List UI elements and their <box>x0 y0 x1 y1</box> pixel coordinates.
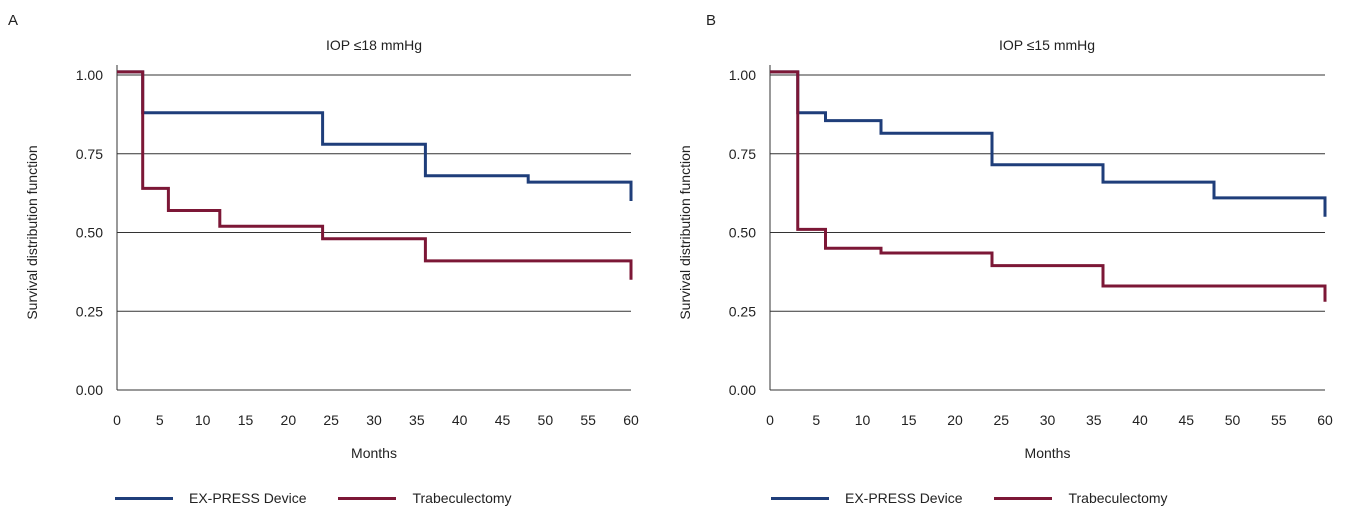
x-tick-label: 30 <box>1040 412 1056 428</box>
chart-title: IOP ≤18 mmHg <box>326 37 422 53</box>
y-tick-label: 0.25 <box>76 303 103 319</box>
x-tick-label: 25 <box>993 412 1009 428</box>
legend-swatch-express <box>771 496 829 500</box>
y-tick-label: 0.25 <box>729 303 756 319</box>
legend-item-express: EX-PRESS Device <box>771 490 962 506</box>
y-tick-label: 1.00 <box>729 67 756 83</box>
legend-swatch-trabeculectomy <box>338 496 397 500</box>
x-tick-label: 35 <box>1086 412 1102 428</box>
x-tick-label: 15 <box>901 412 917 428</box>
x-tick-label: 15 <box>238 412 254 428</box>
x-tick-label: 45 <box>1178 412 1194 428</box>
x-tick-label: 10 <box>855 412 871 428</box>
legend-swatch-trabeculectomy <box>994 496 1053 500</box>
series-line-express <box>770 70 1327 217</box>
panel-label: A <box>8 12 19 29</box>
legend-item-express: EX-PRESS Device <box>115 490 306 506</box>
x-tick-label: 30 <box>366 412 382 428</box>
panel-label: B <box>706 12 717 29</box>
chart-panel-a: A IOP ≤18 mmHg 0.00 0.25 0.50 0.75 1.00 0 5 10 15… <box>8 12 639 506</box>
x-axis-title: Months <box>351 445 397 461</box>
series-line-express <box>117 70 633 201</box>
x-tick-label: 50 <box>1225 412 1241 428</box>
legend-label-trabeculectomy: Trabeculectomy <box>1068 490 1168 506</box>
y-tick-label: 0.00 <box>729 382 756 398</box>
chart-svg-a: IOP ≤18 mmHg 0.00 0.25 0.50 0.75 1.00 0 5 10 15 20… <box>24 37 639 461</box>
chart-panel-b: B IOP ≤15 mmHg 0.00 0.25 0.50 0.75 1.00 0 5 10 15… <box>675 0 1349 511</box>
x-tick-label: 20 <box>947 412 963 428</box>
series-line-trabeculectomy <box>770 70 1327 302</box>
x-tick-label: 40 <box>1132 412 1148 428</box>
x-tick-label: 20 <box>281 412 297 428</box>
x-axis-title: Months <box>1025 445 1071 461</box>
x-tick-label: 10 <box>195 412 211 428</box>
legend-label-express: EX-PRESS Device <box>845 490 963 506</box>
legend-label-trabeculectomy: Trabeculectomy <box>412 490 512 506</box>
legend-item-trabeculectomy: Trabeculectomy <box>994 490 1168 506</box>
x-tick-label: 0 <box>113 412 121 428</box>
y-tick-label: 0.75 <box>76 146 103 162</box>
x-tick-label: 0 <box>766 412 774 428</box>
x-tick-label: 5 <box>156 412 164 428</box>
x-tick-label: 50 <box>538 412 554 428</box>
x-tick-label: 40 <box>452 412 468 428</box>
legend-item-trabeculectomy: Trabeculectomy <box>338 490 512 506</box>
legend: EX-PRESS Device Trabeculectomy <box>771 490 1200 506</box>
x-tick-label: 60 <box>623 412 639 428</box>
legend-swatch-express <box>115 496 173 500</box>
y-tick-label: 0.00 <box>76 382 103 398</box>
y-tick-label: 0.50 <box>729 225 756 241</box>
x-tick-label: 25 <box>323 412 339 428</box>
y-tick-label: 1.00 <box>76 67 103 83</box>
legend: EX-PRESS Device Trabeculectomy <box>115 490 544 506</box>
x-tick-label: 35 <box>409 412 425 428</box>
chart-title: IOP ≤15 mmHg <box>999 37 1095 53</box>
x-tick-label: 60 <box>1317 412 1333 428</box>
x-tick-label: 55 <box>580 412 596 428</box>
x-tick-label: 55 <box>1271 412 1287 428</box>
y-tick-label: 0.50 <box>76 225 103 241</box>
y-axis-title: Survival distribution function <box>24 145 40 319</box>
y-tick-label: 0.75 <box>729 146 756 162</box>
legend-label-express: EX-PRESS Device <box>189 490 307 506</box>
y-axis-title: Survival distribution function <box>677 145 693 319</box>
series-line-trabeculectomy <box>117 70 633 280</box>
chart-svg-b: IOP ≤15 mmHg 0.00 0.25 0.50 0.75 1.00 0 5 10 15 20… <box>677 37 1333 461</box>
x-tick-label: 5 <box>812 412 820 428</box>
x-tick-label: 45 <box>495 412 511 428</box>
